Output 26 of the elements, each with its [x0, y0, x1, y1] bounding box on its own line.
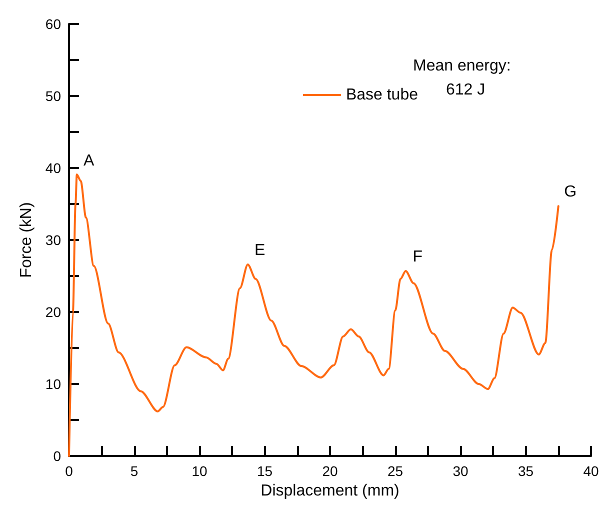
annotation: E — [254, 242, 266, 259]
y-tick-label: 40 — [45, 160, 62, 176]
legend-label: Base tube — [346, 86, 418, 104]
annotation: G — [564, 184, 577, 201]
x-tick-label: 20 — [322, 463, 338, 479]
y-axis-title: Force (kN) — [18, 202, 36, 278]
x-tick-label: 15 — [256, 463, 273, 479]
x-tick-label: 30 — [452, 463, 468, 479]
x-axis-title: Displacement (mm) — [260, 482, 400, 500]
y-tick-label: 30 — [45, 232, 62, 248]
x-tick-label: 0 — [65, 463, 74, 479]
y-tick-label: 20 — [45, 304, 62, 320]
x-tick-label: 35 — [518, 463, 534, 479]
x-tick-label: 25 — [387, 463, 404, 479]
y-tick-label: 50 — [45, 88, 62, 104]
y-tick-label: 0 — [53, 448, 62, 464]
x-tick-label: 40 — [583, 463, 599, 479]
annotation: 612 J — [446, 82, 486, 98]
annotation: A — [83, 152, 94, 170]
x-tick-label: 10 — [192, 463, 208, 479]
x-tick-label: 5 — [130, 463, 138, 479]
legend-title: Mean energy: — [413, 58, 511, 74]
annotation: F — [412, 248, 423, 266]
y-tick-label: 60 — [45, 16, 62, 32]
line-series — [68, 173, 560, 457]
y-tick-label: 10 — [45, 376, 62, 392]
